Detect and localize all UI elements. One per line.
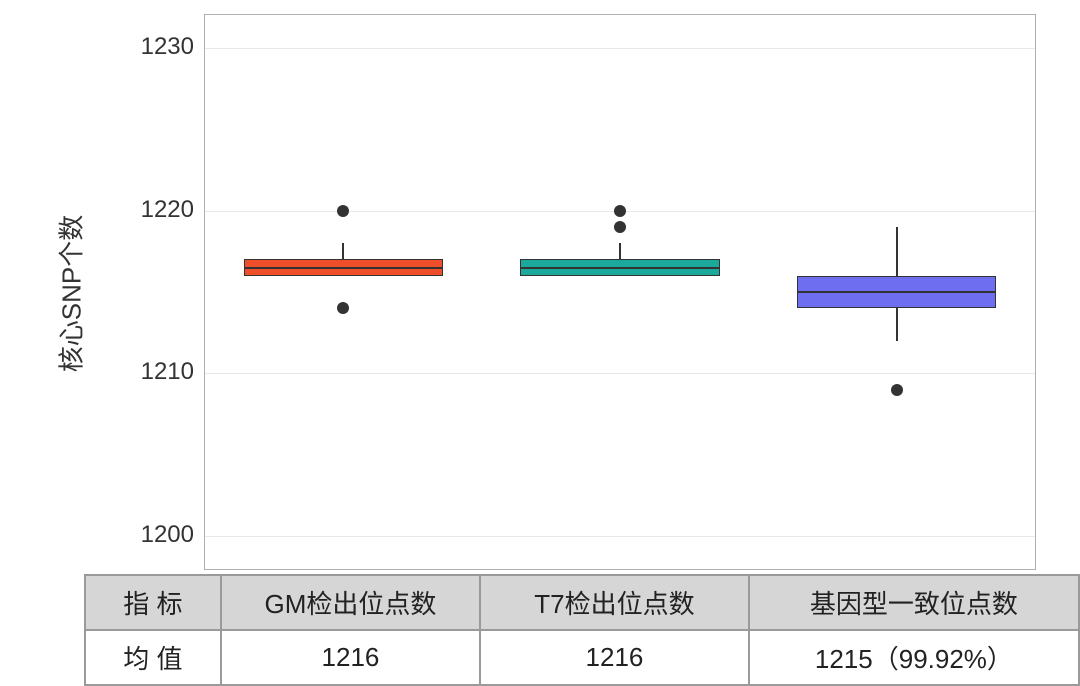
gridline <box>205 48 1035 49</box>
outlier-point <box>614 221 626 233</box>
figure-container: 核心SNP个数 指 标GM检出位点数T7检出位点数基因型一致位点数均 值1216… <box>0 0 1080 681</box>
gridline <box>205 373 1035 374</box>
y-axis-title: 核心SNP个数 <box>52 194 89 394</box>
summary-table: 指 标GM检出位点数T7检出位点数基因型一致位点数均 值121612161215… <box>84 574 1080 686</box>
table-cell: 1216 <box>221 630 480 685</box>
outlier-point <box>614 205 626 217</box>
table-cell: 均 值 <box>85 630 221 685</box>
table-header-cell: 指 标 <box>85 575 221 630</box>
table-header-cell: T7检出位点数 <box>480 575 749 630</box>
median-line <box>244 267 443 269</box>
gridline <box>205 536 1035 537</box>
outlier-point <box>337 302 349 314</box>
table-header-cell: GM检出位点数 <box>221 575 480 630</box>
median-line <box>520 267 719 269</box>
plot-panel <box>204 14 1036 570</box>
median-line <box>797 291 996 293</box>
table-cell: 1216 <box>480 630 749 685</box>
y-tick-label: 1210 <box>114 358 194 386</box>
y-tick-label: 1230 <box>114 33 194 61</box>
outlier-point <box>337 205 349 217</box>
table-header-cell: 基因型一致位点数 <box>749 575 1079 630</box>
table-cell: 1215（99.92%） <box>749 630 1079 685</box>
y-tick-label: 1200 <box>114 521 194 549</box>
y-tick-label: 1220 <box>114 196 194 224</box>
outlier-point <box>891 384 903 396</box>
